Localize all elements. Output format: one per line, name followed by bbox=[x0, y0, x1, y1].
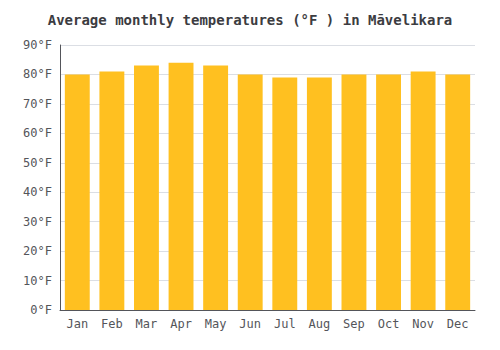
svg-text:Jan: Jan bbox=[66, 317, 88, 331]
svg-text:20°F: 20°F bbox=[23, 244, 52, 258]
svg-text:Nov: Nov bbox=[412, 317, 434, 331]
svg-text:Oct: Oct bbox=[378, 317, 400, 331]
svg-text:0°F: 0°F bbox=[30, 303, 52, 317]
svg-text:40°F: 40°F bbox=[23, 185, 52, 199]
svg-text:60°F: 60°F bbox=[23, 126, 52, 140]
svg-text:90°F: 90°F bbox=[23, 38, 52, 52]
svg-text:Average monthly temperatures (: Average monthly temperatures (°F ) in Mā… bbox=[48, 12, 453, 28]
svg-text:Sep: Sep bbox=[343, 317, 365, 331]
svg-text:Jun: Jun bbox=[239, 317, 261, 331]
svg-text:50°F: 50°F bbox=[23, 156, 52, 170]
svg-text:Mar: Mar bbox=[136, 317, 158, 331]
svg-text:Dec: Dec bbox=[447, 317, 469, 331]
svg-text:10°F: 10°F bbox=[23, 274, 52, 288]
svg-text:May: May bbox=[205, 317, 227, 331]
svg-text:80°F: 80°F bbox=[23, 67, 52, 81]
svg-text:Jul: Jul bbox=[274, 317, 296, 331]
svg-text:Feb: Feb bbox=[101, 317, 123, 331]
svg-text:Apr: Apr bbox=[170, 317, 192, 331]
svg-text:30°F: 30°F bbox=[23, 215, 52, 229]
svg-text:Aug: Aug bbox=[309, 317, 331, 331]
svg-text:70°F: 70°F bbox=[23, 97, 52, 111]
